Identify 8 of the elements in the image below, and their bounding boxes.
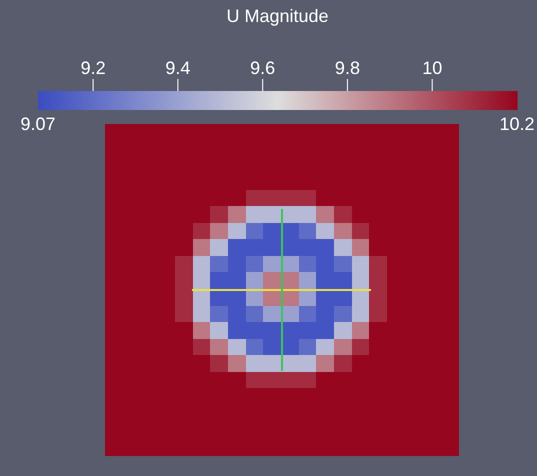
color-bar-title: U Magnitude <box>226 6 329 26</box>
text: 10.2 <box>499 114 535 134</box>
color-bar-label: 10 <box>422 58 442 78</box>
color-bar-label: 9.6 <box>250 58 276 78</box>
text: 9.07 <box>20 114 56 134</box>
color-bar-label: 9.4 <box>165 58 190 78</box>
color-bar-label: 9.2 <box>80 58 106 78</box>
color-bar-label: 9.8 <box>334 58 360 78</box>
